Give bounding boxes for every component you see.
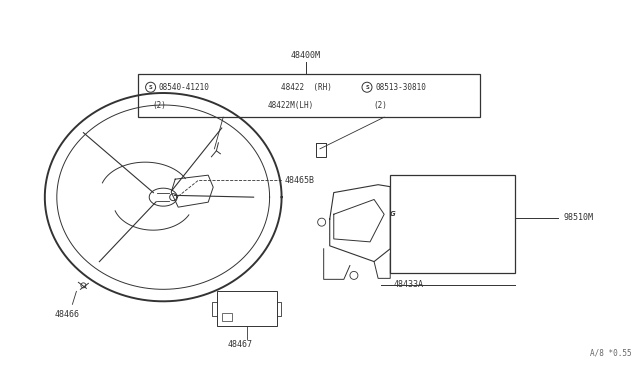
- Text: S: S: [365, 85, 369, 90]
- Text: 48400M: 48400M: [291, 51, 321, 60]
- Text: 98510M: 98510M: [563, 213, 593, 222]
- Bar: [316, 143, 326, 157]
- Text: 48422  (RH): 48422 (RH): [282, 83, 332, 92]
- Text: 48467: 48467: [227, 340, 252, 349]
- Text: (2): (2): [152, 101, 166, 110]
- Text: 48433A: 48433A: [394, 280, 424, 289]
- Text: 08540-41210: 08540-41210: [159, 83, 209, 92]
- Bar: [217, 291, 277, 326]
- Text: A/8 *0.55: A/8 *0.55: [590, 349, 632, 358]
- Text: (2): (2): [373, 101, 387, 110]
- Circle shape: [81, 283, 86, 288]
- Text: 48422M(LH): 48422M(LH): [268, 101, 314, 110]
- Bar: [222, 313, 232, 321]
- Text: G: G: [389, 211, 395, 217]
- Text: S: S: [148, 85, 152, 90]
- Bar: [390, 175, 515, 273]
- Bar: [138, 74, 480, 117]
- Text: 08513-30810: 08513-30810: [375, 83, 426, 92]
- Text: 48465B: 48465B: [285, 176, 315, 185]
- Text: 48466: 48466: [54, 310, 79, 319]
